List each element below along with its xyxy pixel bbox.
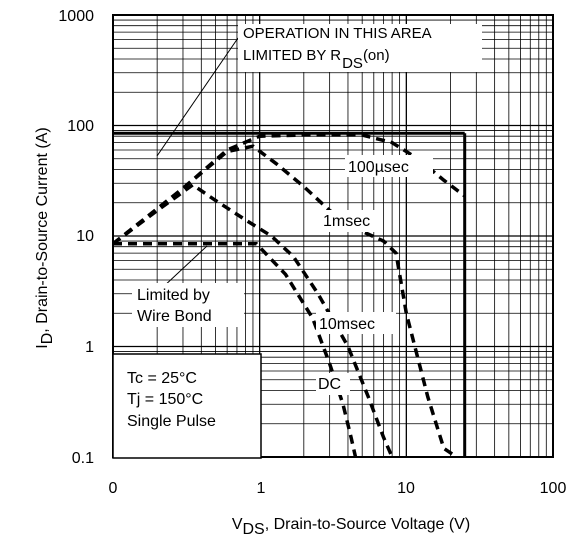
- wire-bond-backdrop: [132, 283, 244, 327]
- y-axis-label: ID, Drain-to-Source Current (A): [34, 127, 56, 348]
- plot-frame: [112, 14, 554, 458]
- series-label-1msec: 1msec: [323, 213, 370, 230]
- y-axis-label-subscript: D: [39, 333, 56, 345]
- condition-tc: Tc = 25°C: [127, 370, 197, 387]
- y-tick-label: 100: [67, 118, 94, 135]
- series-100sec-line: [111, 133, 466, 246]
- wire-bond-line2: Wire Bond: [137, 308, 212, 325]
- y-tick-label: 1000: [58, 8, 94, 25]
- series-10msec-line: [111, 182, 394, 458]
- label-1msec-backdrop: [320, 210, 380, 232]
- x-axis-label: VDS, Drain-to-Source Voltage (V): [232, 516, 470, 538]
- wire-bond-line1: Limited by: [137, 287, 210, 304]
- wire-bond-leader: [161, 245, 208, 289]
- x-tick-label: 1: [257, 480, 266, 497]
- x-tick-label: 100: [540, 480, 567, 497]
- series-label-10msec: 10msec: [319, 316, 375, 333]
- label-10msec-backdrop: [316, 312, 396, 334]
- rds-annotation-line2: LIMITED BY RDS(on): [243, 47, 390, 72]
- x-tick-label: 0: [109, 480, 118, 497]
- series-dc-line: [113, 242, 358, 458]
- grid-lines: [113, 15, 553, 457]
- series-label-dc: DC: [318, 376, 341, 393]
- y-tick-label: 10: [76, 228, 94, 245]
- y-tick-label: 0.1: [72, 450, 94, 467]
- label-100usec-backdrop: [345, 155, 433, 177]
- rds-annotation-subscript: DS: [342, 55, 363, 72]
- x-tick-label: 10: [397, 480, 415, 497]
- rds-annotation-line1: OPERATION IN THIS AREA: [243, 25, 432, 42]
- rds-annotation-backdrop: [238, 24, 482, 72]
- conditions-box: [112, 353, 262, 459]
- condition-tj: Tj = 150°C: [127, 391, 203, 408]
- soa-limit-layer: [113, 131, 467, 457]
- condition-pulse: Single Pulse: [127, 413, 216, 430]
- label-dc-backdrop: [316, 373, 350, 395]
- y-tick-label: 1: [85, 339, 94, 356]
- x-axis-label-subscript: DS: [243, 521, 265, 538]
- series-label-100usec: 100µsec: [348, 159, 409, 176]
- rds-annotation-leader: [156, 37, 239, 157]
